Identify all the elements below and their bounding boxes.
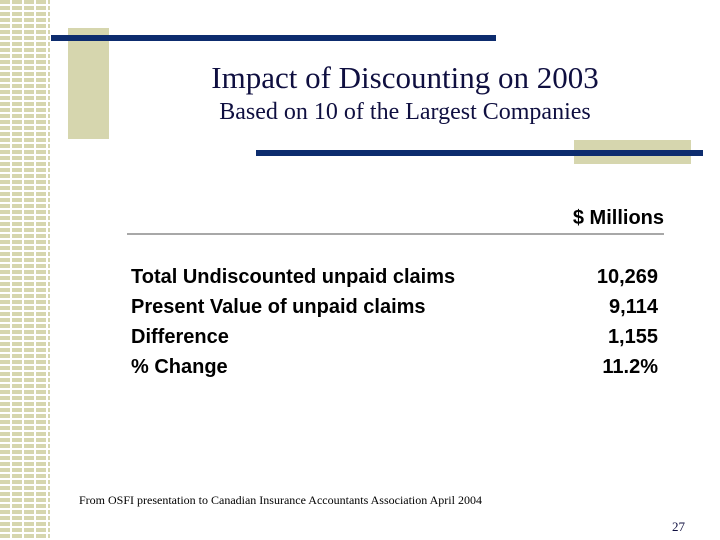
claims-table: Total Undiscounted unpaid claims 10,269 … (131, 262, 661, 382)
decorative-tan-block-top (68, 28, 109, 139)
decorative-navy-bar-bottom (256, 150, 703, 156)
row-label: Difference (131, 326, 229, 348)
row-label: % Change (131, 356, 228, 378)
table-row: Present Value of unpaid claims 9,114 (131, 292, 661, 322)
decorative-stripe-band (0, 0, 50, 540)
row-value: 11.2% (602, 356, 658, 378)
row-label: Total Undiscounted unpaid claims (131, 266, 456, 288)
header-divider (127, 233, 664, 235)
page-number: 27 (672, 519, 685, 534)
source-note: From OSFI presentation to Canadian Insur… (79, 493, 482, 507)
slide-subtitle: Based on 10 of the Largest Companies (219, 99, 591, 125)
row-value: 9,114 (609, 296, 658, 318)
slide-title: Impact of Discounting on 2003 (211, 60, 599, 95)
row-label: Present Value of unpaid claims (131, 296, 426, 318)
decorative-navy-bar-top (51, 35, 496, 41)
column-header: $ Millions (572, 207, 664, 229)
table-row: Total Undiscounted unpaid claims 10,269 (131, 262, 661, 292)
table-row: % Change 11.2% (131, 352, 661, 382)
table-row: Difference 1,155 (131, 322, 661, 352)
row-value: 1,155 (607, 326, 658, 348)
row-value: 10,269 (596, 266, 658, 288)
